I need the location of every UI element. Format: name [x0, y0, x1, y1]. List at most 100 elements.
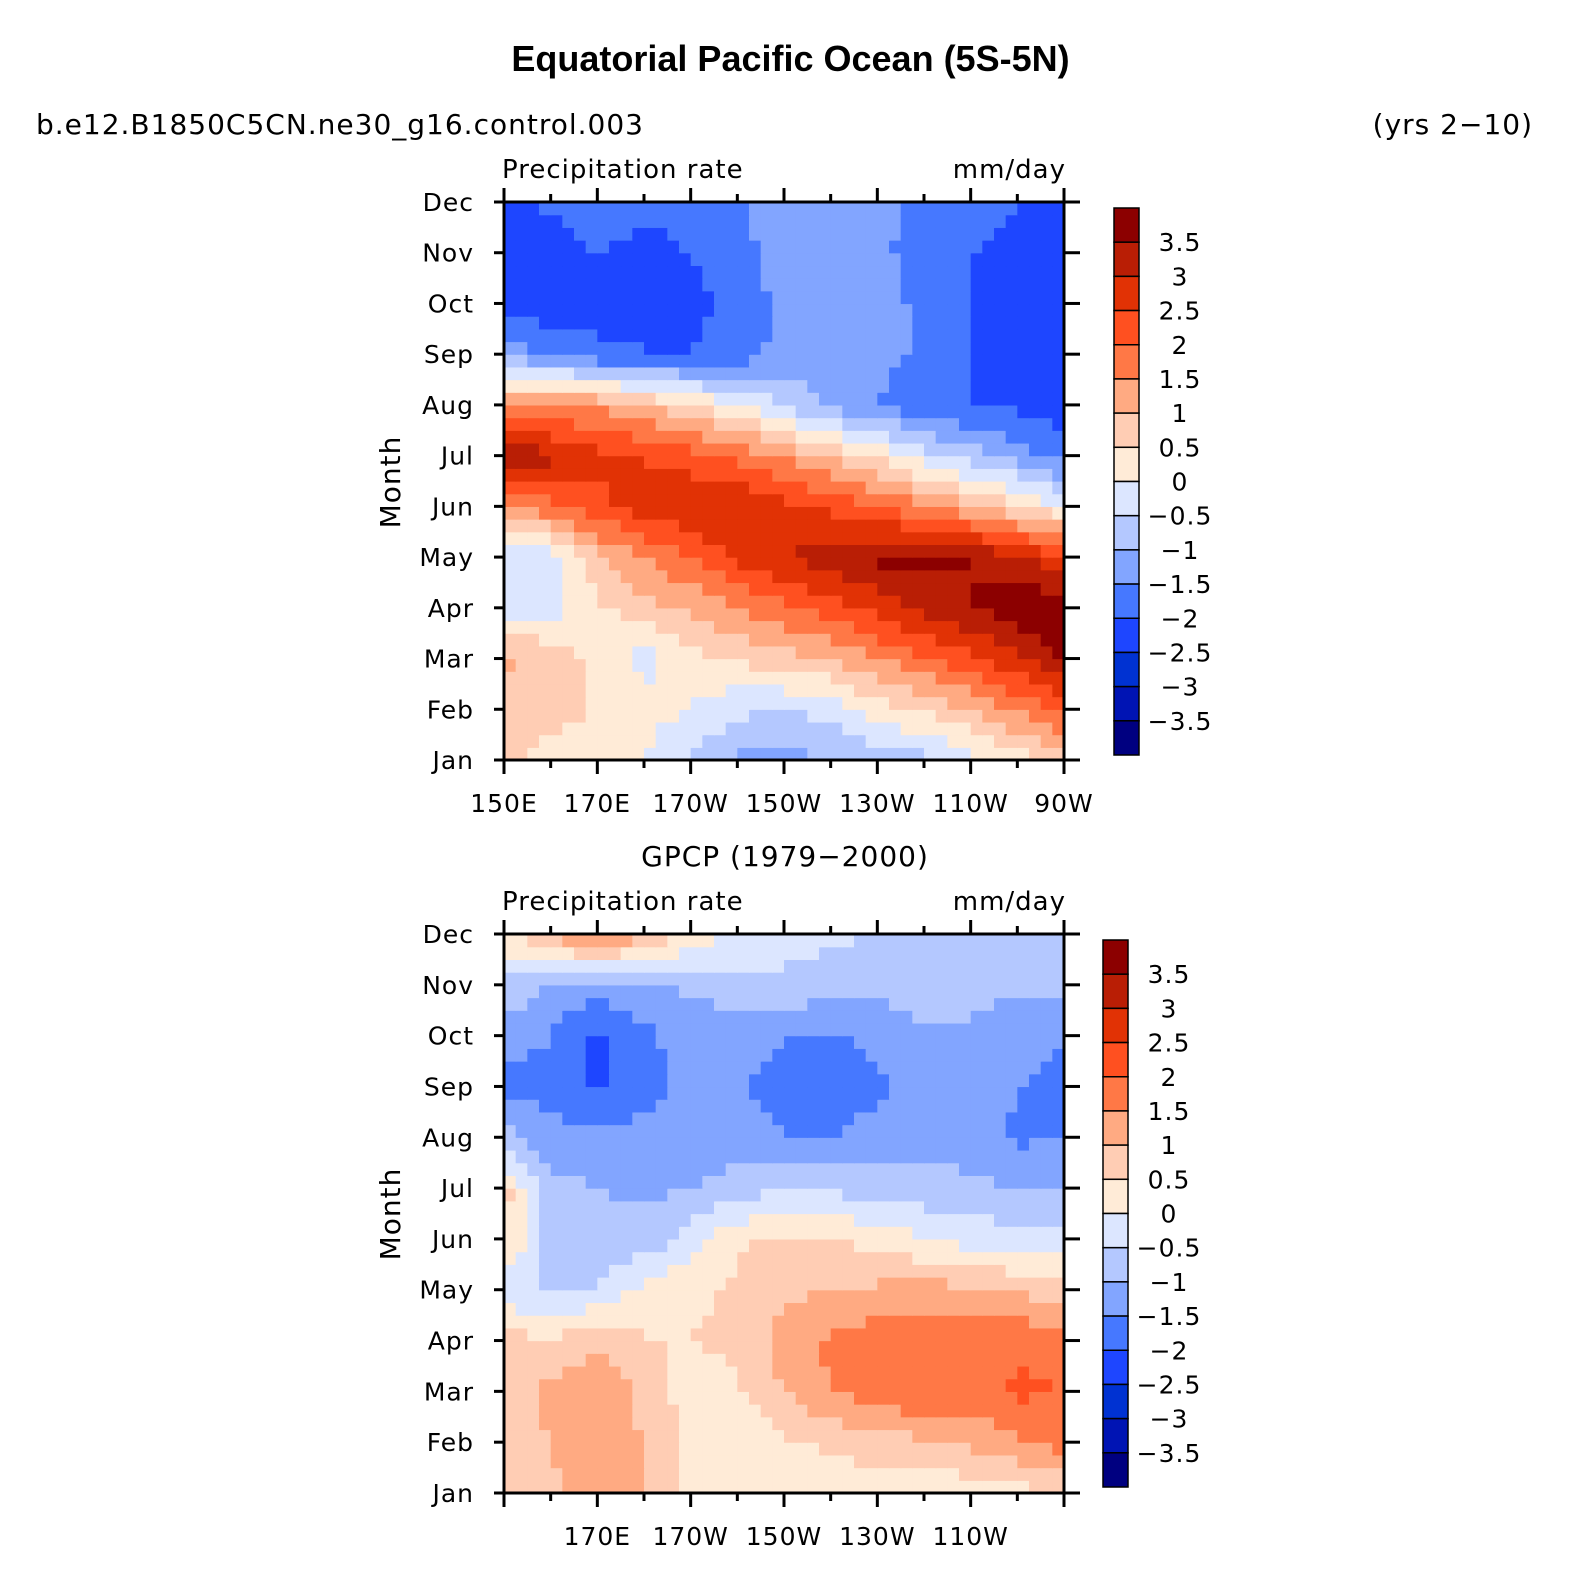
heatmap-cell	[994, 645, 1007, 660]
heatmap-cell	[795, 1416, 808, 1431]
heatmap-cell	[725, 1188, 738, 1202]
heatmap-cell	[655, 1200, 668, 1215]
heatmap-cell	[772, 1213, 785, 1227]
heatmap-cell	[865, 430, 878, 444]
heatmap-cell	[819, 1226, 832, 1240]
heatmap-cell	[725, 430, 738, 444]
heatmap-cell	[737, 1073, 750, 1088]
heatmap-cell	[515, 747, 528, 761]
heatmap-cell	[574, 595, 587, 609]
heatmap-cell	[644, 1010, 657, 1024]
heatmap-cell	[924, 984, 937, 999]
heatmap-cell	[772, 265, 785, 279]
heatmap-cell	[772, 959, 785, 973]
heatmap-cell	[609, 468, 622, 482]
heatmap-cell	[1017, 658, 1030, 672]
heatmap-cell	[760, 1302, 773, 1316]
heatmap-cell	[690, 404, 703, 419]
heatmap-cell	[679, 252, 692, 267]
heatmap-cell	[539, 633, 552, 647]
heatmap-cell	[562, 1048, 575, 1062]
heatmap-cell	[900, 493, 913, 507]
heatmap-cell	[865, 202, 878, 216]
heatmap-cell	[702, 557, 715, 571]
heatmap-cell	[784, 392, 797, 406]
heatmap-cell	[714, 404, 727, 419]
heatmap-cell	[877, 303, 890, 317]
heatmap-cell	[970, 417, 983, 431]
heatmap-cell	[760, 747, 773, 761]
heatmap-cell	[760, 1454, 773, 1469]
heatmap-cell	[539, 417, 552, 431]
heatmap-cell	[690, 645, 703, 660]
heatmap-cell	[655, 997, 668, 1011]
heatmap-cell	[912, 683, 925, 698]
heatmap-cell	[1052, 430, 1065, 444]
heatmap-cell	[527, 1226, 540, 1240]
heatmap-cell	[1029, 959, 1042, 973]
heatmap-cell	[900, 1188, 913, 1202]
heatmap-cell	[609, 227, 622, 241]
heatmap-cell	[1029, 417, 1042, 431]
heatmap-cell	[504, 1188, 517, 1202]
heatmap-cell	[632, 316, 645, 330]
heatmap-cell	[550, 1289, 563, 1304]
heatmap-cell	[819, 1048, 832, 1062]
heatmap-cell	[1005, 392, 1018, 406]
heatmap-cell	[655, 1073, 668, 1088]
heatmap-cell	[935, 607, 948, 622]
heatmap-cell	[714, 569, 727, 584]
heatmap-cell	[924, 1327, 937, 1342]
heatmap-cell	[655, 658, 668, 672]
heatmap-cell	[970, 278, 983, 292]
heatmap-cell	[644, 481, 657, 495]
heatmap-cell	[737, 1213, 750, 1227]
heatmap-cell	[877, 658, 890, 672]
heatmap-cell	[795, 709, 808, 723]
heatmap-cell	[714, 721, 727, 736]
heatmap-cell	[877, 1200, 890, 1215]
heatmap-cell	[1017, 1391, 1030, 1405]
heatmap-cell	[632, 959, 645, 973]
heatmap-cell	[527, 1035, 540, 1049]
heatmap-cell	[632, 252, 645, 267]
heatmap-cell	[574, 1035, 587, 1049]
heatmap-cell	[959, 1111, 972, 1126]
heatmap-cell	[819, 1327, 832, 1342]
heatmap-cell	[807, 569, 820, 584]
heatmap-cell	[1017, 997, 1030, 1011]
heatmap-cell	[504, 1315, 517, 1329]
heatmap-cell	[877, 984, 890, 999]
heatmap-cell	[737, 366, 750, 381]
heatmap-cell	[1005, 984, 1018, 999]
heatmap-cell	[912, 747, 925, 761]
heatmap-cell	[982, 1111, 995, 1126]
heatmap-cell	[1040, 455, 1053, 469]
heatmap-cell	[749, 214, 762, 228]
heatmap-cell	[1005, 620, 1018, 634]
heatmap-cell	[772, 316, 785, 330]
heatmap-cell	[749, 984, 762, 999]
heatmap-cell	[1005, 265, 1018, 279]
heatmap-cell	[655, 468, 668, 482]
heatmap-cell	[714, 1416, 727, 1431]
heatmap-cell	[679, 934, 692, 948]
heatmap-cell	[784, 341, 797, 355]
heatmap-cell	[714, 1264, 727, 1278]
heatmap-cell	[970, 1188, 983, 1202]
heatmap-cell	[772, 341, 785, 355]
heatmap-cell	[1005, 1264, 1018, 1278]
heatmap-cell	[667, 1442, 680, 1456]
heatmap-cell	[562, 1022, 575, 1037]
heatmap-cell	[515, 633, 528, 647]
heatmap-cell	[737, 1175, 750, 1189]
heatmap-cell	[609, 747, 622, 761]
heatmap-cell	[585, 1175, 598, 1189]
heatmap-cell	[644, 1175, 657, 1189]
heatmap-cell	[959, 227, 972, 241]
heatmap-cell	[562, 1010, 575, 1024]
heatmap-cell	[865, 747, 878, 761]
colorbar-box	[1102, 1144, 1129, 1181]
heatmap-cell	[935, 1289, 948, 1304]
heatmap-cell	[1052, 1416, 1065, 1431]
